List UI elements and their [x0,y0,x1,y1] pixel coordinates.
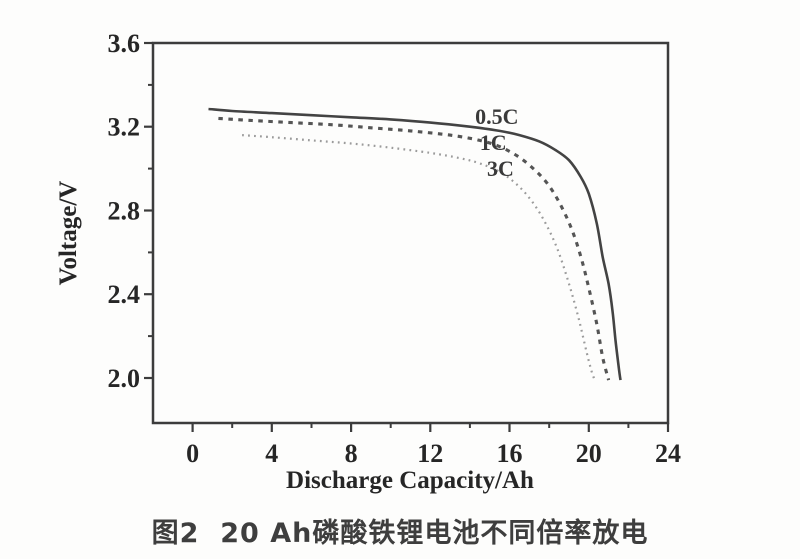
y-tick-label: 2.4 [108,280,141,309]
x-tick-label: 16 [497,439,523,468]
y-tick-label: 3.2 [108,113,141,142]
y-tick-label: 2.0 [108,364,141,393]
figure-caption: 图2 20 Ah磷酸铁锂电池不同倍率放电 [151,518,649,549]
curve-3C [242,134,596,381]
x-tick-label: 20 [576,439,602,468]
discharge-curve-chart: 0 4 8 12 16 20 24 2.0 2.4 2.8 3.2 3.6 Discharge Capa… [55,29,681,494]
x-axis-title: Discharge Capacity/Ah [286,467,534,494]
curve-label-1C: 1C [480,130,507,155]
curve-label-3C: 3C [487,156,514,181]
curve-0_5C [208,107,622,381]
x-tick-label: 0 [186,439,199,468]
y-tick-label: 2.8 [108,197,141,226]
x-tick-label: 4 [265,439,278,468]
x-tick-label: 8 [345,439,358,468]
x-tick-label: 12 [417,439,443,468]
curve-1C [218,116,611,381]
x-tick-label: 24 [655,439,681,468]
y-axis-title: Voltage/V [55,181,82,286]
curve-label-0_5C: 0.5C [475,104,518,129]
y-tick-label: 3.6 [108,29,141,58]
axis-box [151,41,670,425]
